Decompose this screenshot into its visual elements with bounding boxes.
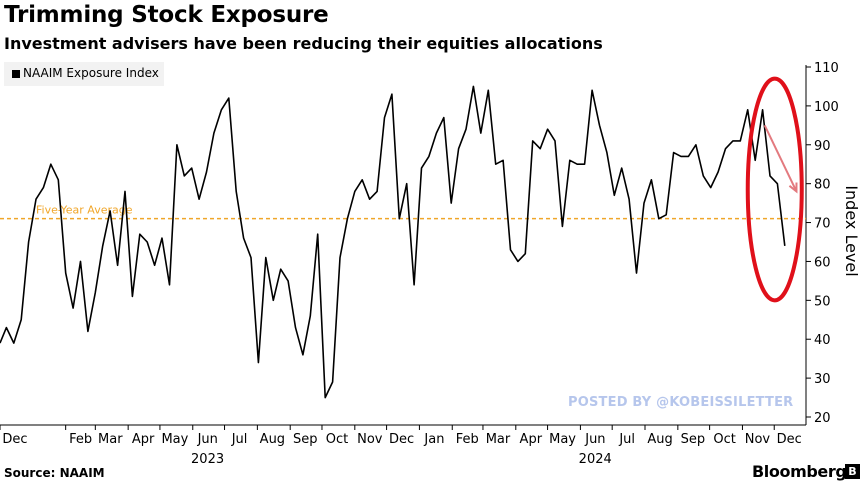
y-tick-label: 20 — [814, 411, 831, 426]
x-tick-label: Aug — [260, 432, 285, 447]
x-tick-label: Jul — [231, 432, 248, 447]
x-tick-label: May — [549, 432, 576, 447]
x-tick-label: Jan — [423, 432, 444, 447]
watermark: POSTED BY @KOBEISSILETTER — [568, 395, 794, 410]
x-tick-label: Mar — [486, 432, 511, 447]
y-tick-label: 90 — [814, 139, 831, 154]
x-tick-label: Feb — [69, 432, 92, 447]
x-tick-label: Sep — [293, 432, 318, 447]
x-tick-label: May — [161, 432, 188, 447]
x-tick-label: Nov — [745, 432, 771, 447]
x-year-label: 2024 — [579, 452, 612, 467]
legend: NAAIM Exposure Index — [4, 62, 164, 86]
x-tick-label: Jun — [197, 432, 218, 447]
x-tick-label: Sep — [681, 432, 706, 447]
series-line — [0, 85, 786, 399]
x-tick-label: Apr — [520, 432, 543, 447]
annotations — [745, 76, 804, 303]
x-tick-label: Jul — [618, 432, 635, 447]
down-arrow-icon — [788, 182, 798, 194]
chart-subtitle: Investment advisers have been reducing t… — [4, 34, 603, 53]
y-tick-label: 40 — [814, 333, 831, 348]
bloomberg-logo: Bloomberg — [752, 462, 847, 481]
y-tick-label: 100 — [814, 100, 839, 115]
x-tick-label: Oct — [713, 432, 735, 447]
five-year-average-label: Five-Year Average — [36, 204, 133, 217]
x-tick-label: Mar — [98, 432, 123, 447]
y-tick-label: 80 — [814, 178, 831, 193]
x-tick-label: Dec — [389, 432, 414, 447]
x-tick-label: Jun — [584, 432, 605, 447]
x-tick-label: Dec — [2, 432, 27, 447]
y-tick-label: 60 — [814, 255, 831, 270]
x-tick-label: Apr — [132, 432, 155, 447]
x-tick-label: Dec — [777, 432, 802, 447]
bloomberg-mark-icon: B — [845, 464, 860, 479]
five-year-average: Five-Year Average — [0, 204, 806, 220]
chart-title: Trimming Stock Exposure — [4, 2, 329, 28]
y-axis-title: Index Level — [842, 185, 861, 276]
y-tick-label: 70 — [814, 217, 831, 232]
series-naaim — [0, 85, 786, 399]
legend-swatch — [12, 70, 20, 78]
legend-label: NAAIM Exposure Index — [23, 66, 159, 80]
highlight-ellipse — [745, 76, 804, 303]
x-tick-label: Nov — [357, 432, 383, 447]
x-year-label: 2023 — [191, 452, 224, 467]
x-tick-label: Oct — [326, 432, 348, 447]
down-arrow-shaft — [763, 124, 798, 192]
y-tick-label: 50 — [814, 294, 831, 309]
y-tick-label: 110 — [814, 61, 839, 76]
chart-axes: 20 30 40 50 60 70 80 90 100 110 Index Level Dec Feb M… — [0, 61, 861, 467]
y-tick-label: 30 — [814, 372, 831, 387]
source-note: Source: NAAIM — [4, 466, 105, 480]
x-tick-label: Aug — [647, 432, 672, 447]
x-tick-label: Feb — [456, 432, 479, 447]
